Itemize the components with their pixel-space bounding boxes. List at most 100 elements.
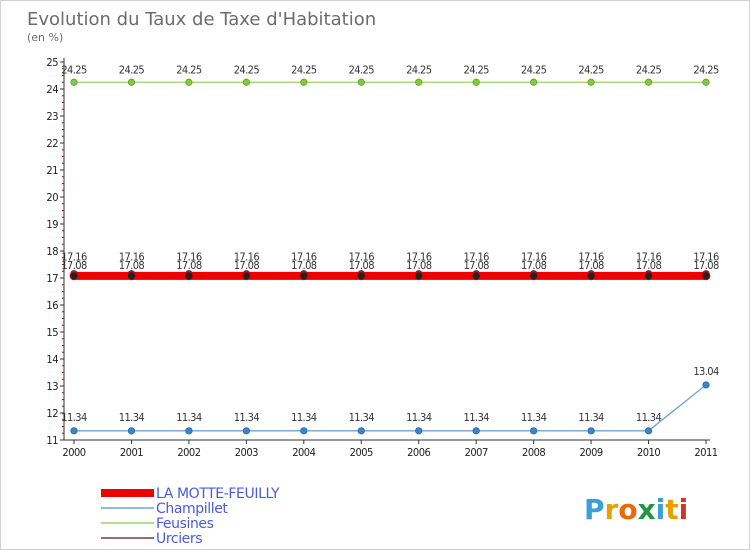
- legend-label: LA MOTTE-FEUILLY: [156, 486, 280, 502]
- data-label: 11.34: [578, 411, 604, 424]
- data-label: 17.08: [406, 259, 432, 272]
- y-tick-label: 12: [46, 407, 58, 420]
- data-label: 17.08: [693, 259, 719, 272]
- logo-letter: x: [638, 493, 656, 526]
- data-label: 17.16: [119, 251, 145, 264]
- logo-letter: t: [665, 493, 678, 526]
- axes: [63, 58, 710, 441]
- data-label: 11.34: [349, 411, 375, 424]
- data-label: 17.08: [61, 259, 87, 272]
- x-tick-label: 2011: [694, 446, 717, 459]
- data-point: [644, 271, 653, 281]
- data-point: [127, 427, 136, 435]
- x-tick-label: 2010: [637, 446, 660, 459]
- logo-letter: P: [584, 493, 605, 526]
- x-tick-label: 2008: [522, 446, 545, 459]
- legend-label: Feusines: [156, 516, 214, 532]
- data-point: [185, 78, 193, 86]
- data-label: 17.16: [291, 251, 317, 264]
- data-label: 17.16: [636, 251, 662, 264]
- y-tick-label: 20: [46, 191, 58, 204]
- data-label: 11.34: [406, 411, 432, 424]
- y-tick-label: 16: [46, 299, 58, 312]
- data-point: [70, 78, 78, 86]
- data-label: 11.34: [291, 411, 317, 424]
- data-label: 11.34: [61, 411, 87, 424]
- x-tick-label: 2000: [62, 446, 85, 459]
- data-point: [415, 78, 423, 86]
- data-labels: 24.25 24.25 24.25 24.25 24.25 24.25 24.25 24.25…: [61, 63, 719, 424]
- data-label: 11.34: [234, 411, 260, 424]
- y-tick-label: 19: [46, 218, 58, 231]
- data-label: 17.08: [636, 259, 662, 272]
- logo-text: Proxiti: [584, 493, 688, 526]
- data-label: 17.08: [521, 259, 547, 272]
- legend: LA MOTTE-FEUILLYChampilletFeusinesUrcier…: [101, 486, 280, 547]
- logo-letter: i: [679, 493, 689, 526]
- data-label: 17.16: [464, 251, 490, 264]
- y-tick-label: 24: [46, 83, 58, 96]
- data-label: 24.25: [349, 63, 375, 76]
- y-tick-label: 14: [46, 353, 58, 366]
- data-label: 17.16: [234, 251, 260, 264]
- data-label: 11.34: [636, 411, 662, 424]
- data-label: 17.08: [119, 259, 145, 272]
- data-label: 24.25: [176, 63, 202, 76]
- data-label: 24.25: [61, 63, 87, 76]
- data-point: [300, 78, 308, 86]
- data-point: [644, 78, 653, 86]
- x-tick-label: 2009: [579, 446, 602, 459]
- data-point: [185, 427, 193, 435]
- data-point: [471, 271, 481, 281]
- data-label: 11.34: [464, 411, 490, 424]
- data-point: [242, 427, 250, 435]
- data-label: 13.04: [693, 365, 719, 378]
- y-tick-label: 17: [46, 272, 58, 285]
- y-tick-label: 18: [46, 245, 58, 258]
- data-label: 17.08: [176, 259, 202, 272]
- data-label: 17.16: [406, 251, 432, 264]
- data-point: [242, 78, 250, 86]
- data-label: 24.25: [406, 63, 432, 76]
- data-point: [414, 271, 424, 281]
- series-points: [69, 78, 711, 435]
- chart-subtitle: (en %): [27, 31, 63, 44]
- data-label: 24.25: [234, 63, 260, 76]
- data-label: 17.08: [349, 259, 375, 272]
- y-tick-label: 21: [46, 164, 58, 177]
- data-label: 24.25: [119, 63, 145, 76]
- data-point: [184, 271, 194, 281]
- series-lines: [74, 81, 707, 432]
- data-point: [356, 271, 366, 281]
- data-point: [701, 271, 711, 281]
- data-point: [357, 427, 365, 435]
- data-point: [586, 271, 596, 281]
- data-point: [127, 78, 136, 86]
- data-point: [415, 427, 423, 435]
- data-label: 11.34: [119, 411, 145, 424]
- data-label: 24.25: [636, 63, 662, 76]
- x-tick-label: 2002: [177, 446, 200, 459]
- data-point: [529, 271, 539, 281]
- x-tick-label: 2004: [292, 446, 315, 459]
- data-label: 17.08: [578, 259, 604, 272]
- logo-letter: r: [605, 493, 619, 526]
- y-tick-label: 13: [46, 380, 58, 393]
- data-label: 17.08: [464, 259, 490, 272]
- proxiti-logo: Proxiti: [584, 493, 688, 526]
- x-tick-label: 2007: [465, 446, 488, 459]
- y-tick-label: 25: [46, 56, 58, 69]
- data-point: [357, 78, 365, 86]
- x-tick-label: 2003: [235, 446, 258, 459]
- y-tick-label: 11: [46, 434, 58, 447]
- data-point: [70, 427, 78, 435]
- data-point: [299, 271, 309, 281]
- data-point: [472, 427, 480, 435]
- data-point: [644, 427, 653, 435]
- y-tick-label: 15: [46, 326, 58, 339]
- data-point: [587, 78, 595, 86]
- data-point: [300, 427, 308, 435]
- data-label: 11.34: [176, 411, 202, 424]
